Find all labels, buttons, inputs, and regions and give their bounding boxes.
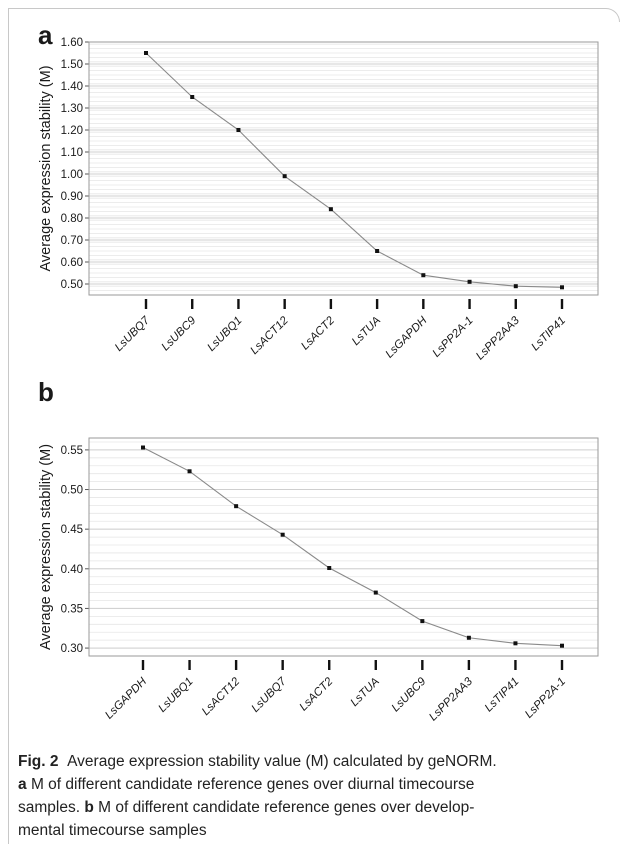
data-point-LsUBQ7 bbox=[280, 532, 285, 537]
x-tick-label-LsACT12: LsACT12 bbox=[200, 675, 243, 718]
y-tick-label: 1.30 bbox=[61, 103, 83, 115]
x-tick-label-LsTIP41: LsTIP41 bbox=[529, 315, 568, 354]
panel-b-label: b bbox=[38, 377, 54, 407]
x-tick-label-LsACT12: LsACT12 bbox=[248, 314, 291, 357]
series-line bbox=[142, 447, 563, 647]
data-point-LsUBC9 bbox=[420, 619, 425, 624]
y-tick-label: 0.30 bbox=[61, 643, 83, 655]
y-tick-label: 1.50 bbox=[61, 59, 83, 71]
data-point-LsPP2AA3 bbox=[466, 635, 471, 640]
x-tick-label-LsPP2AA3: LsPP2AA3 bbox=[474, 314, 522, 362]
y-tick-label: 0.45 bbox=[61, 524, 83, 536]
data-point-LsGAPDH bbox=[141, 445, 145, 450]
x-tick-label-LsUBQ7: LsUBQ7 bbox=[250, 675, 290, 715]
data-point-LsPP2A-1 bbox=[560, 643, 564, 648]
data-point-LsUBC9 bbox=[190, 95, 195, 99]
caption-b-text-end: mental timecourse samples bbox=[18, 822, 207, 839]
panel-a-label: a bbox=[38, 20, 53, 50]
plot-frame bbox=[88, 437, 599, 657]
y-tick-label: 1.10 bbox=[61, 147, 83, 159]
series-line bbox=[145, 52, 563, 288]
data-point-LsACT12 bbox=[282, 174, 287, 179]
data-point-LsUBQ1 bbox=[236, 128, 241, 132]
y-tick-label: 1.00 bbox=[61, 169, 83, 181]
x-tick-label-LsTUA: LsTUA bbox=[350, 314, 384, 348]
chart-panel-b: 0.30 0.35 0.40 0.45 0.50 0.55 Average expressi… bbox=[38, 437, 599, 723]
x-tick-label-LsPP2A-1: LsPP2A-1 bbox=[431, 315, 476, 360]
data-point-LsUBQ7 bbox=[144, 51, 148, 55]
y-axis-label: Average expression stability (M) bbox=[38, 65, 54, 271]
x-tick-label-LsGAPDH: LsGAPDH bbox=[383, 314, 429, 360]
y-tick-label: 0.70 bbox=[61, 235, 83, 247]
x-tick-label-LsACT2: LsACT2 bbox=[299, 314, 337, 352]
chart-panel-a: 0.50 0.60 0.70 0.80 0.90 1.00 1.10 1.20 1.30 1.40… bbox=[38, 37, 599, 362]
x-tick-label-LsUBC9: LsUBC9 bbox=[160, 314, 199, 353]
y-tick-label: 0.40 bbox=[61, 564, 83, 576]
x-tick-label-LsPP2AA3: LsPP2AA3 bbox=[427, 675, 475, 723]
x-tick-label-LsUBQ1: LsUBQ1 bbox=[205, 315, 244, 354]
caption-b-text: M of different candidate reference genes… bbox=[98, 799, 475, 816]
data-point-LsACT12 bbox=[234, 504, 239, 509]
data-point-LsUBQ1 bbox=[187, 469, 192, 474]
data-point-LsPP2AA3 bbox=[513, 284, 518, 289]
x-tick-label-LsUBC9: LsUBC9 bbox=[390, 675, 429, 714]
y-tick-label: 1.20 bbox=[61, 125, 83, 137]
y-tick-label: 0.60 bbox=[61, 257, 83, 269]
charts-canvas: 0.50 0.60 0.70 0.80 0.90 1.00 1.10 1.20 1.30 1.40… bbox=[38, 37, 599, 723]
y-tick-label: 1.40 bbox=[61, 81, 83, 93]
caption-fig-label: Fig. 2 bbox=[18, 753, 59, 770]
caption-line-3: samples. b M of different candidate refe… bbox=[18, 796, 616, 819]
data-point-LsTIP41 bbox=[560, 285, 564, 290]
data-point-LsTIP41 bbox=[513, 641, 518, 646]
y-tick-label: 0.50 bbox=[61, 485, 83, 497]
figure-caption: Fig. 2 Average expression stability valu… bbox=[18, 750, 616, 842]
data-point-LsACT2 bbox=[327, 566, 332, 571]
x-tick-label-LsUBQ7: LsUBQ7 bbox=[113, 314, 153, 354]
x-tick-label-LsACT2: LsACT2 bbox=[297, 675, 335, 713]
x-tick-label-LsGAPDH: LsGAPDH bbox=[103, 675, 149, 721]
x-tick-label-LsUBQ1: LsUBQ1 bbox=[156, 676, 195, 715]
caption-line-2: a M of different candidate reference gen… bbox=[18, 773, 616, 796]
y-axis-label: Average expression stability (M) bbox=[38, 444, 54, 650]
caption-b-label: b bbox=[84, 799, 94, 816]
figure-frame-left bbox=[8, 8, 9, 844]
caption-line-1: Fig. 2 Average expression stability valu… bbox=[18, 750, 616, 773]
caption-title: Average expression stability value (M) c… bbox=[67, 753, 497, 770]
y-tick-label: 0.80 bbox=[61, 213, 83, 225]
x-tick-label-LsTUA: LsTUA bbox=[349, 675, 383, 709]
x-tick-label-LsTIP41: LsTIP41 bbox=[483, 676, 522, 715]
caption-line-4: mental timecourse samples bbox=[18, 819, 616, 842]
y-tick-label: 0.55 bbox=[61, 445, 83, 457]
y-tick-label: 1.60 bbox=[61, 37, 83, 49]
data-point-LsPP2A-1 bbox=[467, 279, 472, 284]
caption-a-text-end: samples. bbox=[18, 799, 81, 816]
data-point-LsGAPDH bbox=[421, 273, 426, 278]
y-tick-label: 0.50 bbox=[61, 279, 83, 291]
caption-a-label: a bbox=[18, 776, 27, 793]
data-point-LsTUA bbox=[375, 249, 380, 253]
caption-a-text: M of different candidate reference genes… bbox=[30, 776, 475, 793]
data-point-LsTUA bbox=[373, 590, 378, 595]
y-tick-label: 0.35 bbox=[61, 603, 83, 615]
y-tick-label: 0.90 bbox=[61, 191, 83, 203]
plot-frame bbox=[88, 41, 599, 296]
x-tick-label-LsPP2A-1: LsPP2A-1 bbox=[523, 676, 568, 721]
data-point-LsACT2 bbox=[328, 207, 333, 212]
